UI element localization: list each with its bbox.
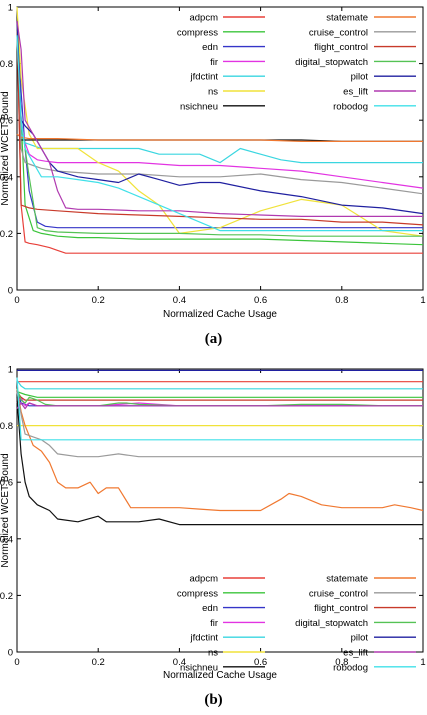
legend-label-fir: fir [210,57,218,68]
legend-label-edn: edn [202,42,218,53]
legend-label-fir: fir [210,618,218,629]
plot-frame-a [16,6,424,291]
legend-label-statemate: statemate [326,574,368,585]
series-line-digital_stopwatch [16,21,423,237]
y-tick-label-b: 0.6 [0,478,13,489]
legend-label-ns: ns [208,648,218,659]
legend-label-es_lift: es_lift [343,87,368,98]
legend-label-nsichneu: nsichneu [180,662,218,673]
x-tick-label-b: 1 [420,657,425,668]
legend-label-cruise_control: cruise_control [309,588,368,599]
series-line-jfdctint [16,35,423,164]
x-tick-label-a: 0 [14,295,19,306]
x-axis-label-b: Normalized Cache Usage [163,670,277,681]
y-tick-label-a: 0.6 [0,116,13,127]
legend-label-flight_control: flight_control [314,603,368,614]
series-line-statemate [16,133,423,142]
series-line-flight_control [16,391,423,401]
legend-label-jfdctint: jfdctint [190,633,219,644]
y-axis-label-b: Normalized WCET Bound [0,453,11,567]
legend-label-robodog: robodog [333,662,368,673]
legend-label-adpcm: adpcm [189,574,218,585]
x-tick-label-a: 0.6 [254,295,267,306]
series-line-compress [16,29,424,246]
legend-label-edn: edn [202,603,218,614]
series-line-ns [16,6,424,237]
legend-label-robodog: robodog [333,101,368,112]
caption-a: (a) [204,331,223,347]
series-line-es_lift [16,21,423,217]
x-tick-label-a: 0.2 [92,295,105,306]
y-tick-label-a: 0.4 [0,172,13,183]
x-tick-label-a: 0.8 [335,295,348,306]
y-tick-label-b: 1 [8,365,13,376]
series-line-compress [16,391,423,398]
x-tick-label-a: 0.4 [173,295,186,306]
series-line-robodog [16,377,423,441]
x-tick-label-a: 1 [420,295,425,306]
series-line-statemate [16,388,424,512]
legend-label-jfdctint: jfdctint [190,72,219,83]
x-tick-label-b: 0.2 [92,657,105,668]
series-line-cruise_control [16,391,423,458]
y-tick-label-a: 0.2 [0,229,13,240]
legend-label-pilot: pilot [351,72,369,83]
caption-b: (b) [204,692,223,708]
y-tick-label-a: 1 [8,3,13,14]
legend-label-nsichneu: nsichneu [180,101,218,112]
y-tick-label-a: 0.8 [0,59,13,70]
series-line-robodog [16,35,423,232]
legend-label-statemate: statemate [326,13,368,24]
y-axis-label-a: Normalized WCET Bound [0,91,11,205]
x-tick-label-b: 0.6 [254,657,267,668]
legend-label-pilot: pilot [351,633,369,644]
y-tick-label-b: 0 [8,648,13,659]
series-line-digital_stopwatch [16,388,423,407]
legend-label-es_lift: es_lift [343,648,368,659]
y-tick-label-b: 0.2 [0,591,13,602]
legend-label-adpcm: adpcm [189,13,218,24]
series-line-jfdctint [16,379,423,390]
legend-label-compress: compress [177,27,218,38]
y-tick-label-b: 0.8 [0,421,13,432]
series-line-adpcm [16,21,423,254]
series-line-edn [16,21,423,229]
y-tick-label-a: 0 [8,286,13,297]
x-tick-label-b: 0 [14,657,19,668]
legend-label-flight_control: flight_control [314,42,368,53]
x-tick-label-b: 0.8 [335,657,348,668]
series-line-nsichneu [16,397,423,526]
series-line-es_lift [16,402,423,410]
y-tick-label-b: 0.4 [0,534,13,545]
legend-label-digital_stopwatch: digital_stopwatch [295,618,368,629]
x-axis-label-a: Normalized Cache Usage [163,309,277,320]
legend-label-cruise_control: cruise_control [309,27,368,38]
series-line-edn [16,391,423,407]
legend-label-ns: ns [208,87,218,98]
series-line-flight_control [16,21,424,226]
legend-label-compress: compress [177,588,218,599]
x-tick-label-b: 0.4 [173,657,186,668]
legend-label-digital_stopwatch: digital_stopwatch [295,57,368,68]
